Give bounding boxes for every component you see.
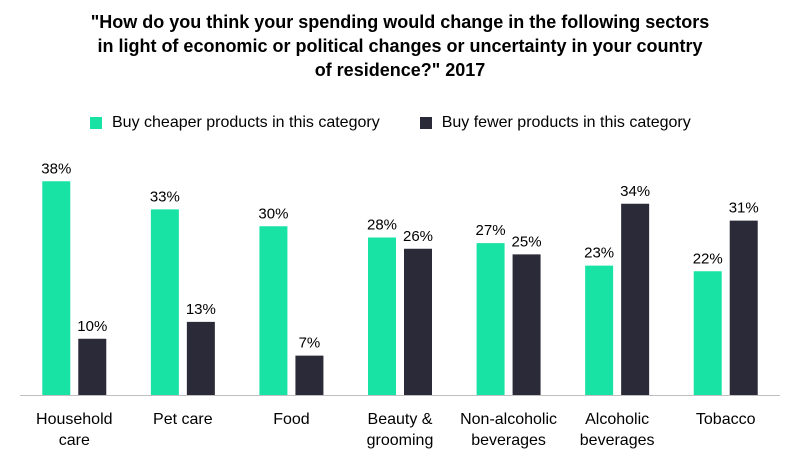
data-label-fewer-1: 13%	[186, 301, 216, 318]
data-label-cheaper-2: 30%	[258, 205, 288, 222]
bar-cheaper-1	[150, 209, 179, 395]
bar-cheaper-0	[42, 181, 71, 395]
x-tick-label-0-1: care	[59, 432, 90, 449]
data-label-fewer-0: 10%	[77, 318, 107, 335]
legend-item-cheaper: Buy cheaper products in this category	[90, 114, 380, 132]
legend-swatch-fewer	[419, 117, 432, 129]
bar-fewer-6	[729, 220, 758, 395]
data-label-cheaper-5: 23%	[584, 245, 614, 262]
bar-cheaper-2	[259, 226, 288, 395]
data-label-cheaper-3: 28%	[367, 217, 397, 234]
legend-label-fewer: Buy fewer products in this category	[441, 114, 691, 131]
chart-legend: Buy cheaper products in this category Bu…	[90, 112, 750, 134]
bar-fewer-1	[186, 321, 215, 395]
legend-swatch-cheaper	[90, 117, 102, 129]
x-tick-label-3-0: Beauty &	[368, 411, 433, 428]
data-label-fewer-3: 26%	[403, 228, 433, 245]
bar-fewer-0	[78, 338, 107, 395]
x-tick-label-3-1: grooming	[367, 432, 434, 449]
bar-cheaper-6	[693, 271, 722, 395]
bar-fewer-5	[621, 203, 650, 395]
chart-title-line-1: "How do you think your spending would ch…	[90, 12, 710, 32]
x-tick-label-0-0: Household	[36, 411, 113, 428]
bar-fewer-3	[404, 248, 432, 395]
bar-cheaper-3	[368, 237, 396, 395]
x-tick-label-4-1: beverages	[471, 432, 546, 449]
bar-cheaper-4	[476, 243, 505, 395]
data-label-fewer-5: 34%	[620, 183, 650, 200]
bar-cheaper-5	[585, 265, 614, 395]
data-label-cheaper-1: 33%	[150, 188, 180, 205]
legend-item-fewer: Buy fewer products in this category	[419, 114, 691, 132]
data-label-cheaper-6: 22%	[693, 250, 723, 267]
x-tick-label-5-0: Alcoholic	[585, 411, 649, 428]
data-label-cheaper-4: 27%	[476, 222, 506, 239]
x-tick-label-4-0: Non-alcoholic	[460, 411, 557, 428]
x-tick-label-5-1: beverages	[580, 432, 655, 449]
data-label-cheaper-0: 38%	[41, 160, 71, 177]
x-tick-label-1-0: Pet care	[153, 411, 213, 428]
x-tick-label-6-0: Tobacco	[696, 411, 756, 428]
chart-title-line-2: in light of economic or political change…	[97, 36, 703, 56]
bar-fewer-2	[295, 355, 324, 395]
x-tick-label-2-0: Food	[273, 411, 309, 428]
bar-fewer-4	[512, 254, 541, 395]
data-label-fewer-4: 25%	[512, 233, 542, 250]
data-label-fewer-2: 7%	[299, 335, 321, 352]
legend-label-cheaper: Buy cheaper products in this category	[112, 114, 380, 131]
chart-title: "How do you think your spending would ch…	[40, 10, 760, 82]
chart-title-line-3: of residence?" 2017	[314, 60, 486, 80]
data-label-fewer-6: 31%	[729, 200, 759, 217]
